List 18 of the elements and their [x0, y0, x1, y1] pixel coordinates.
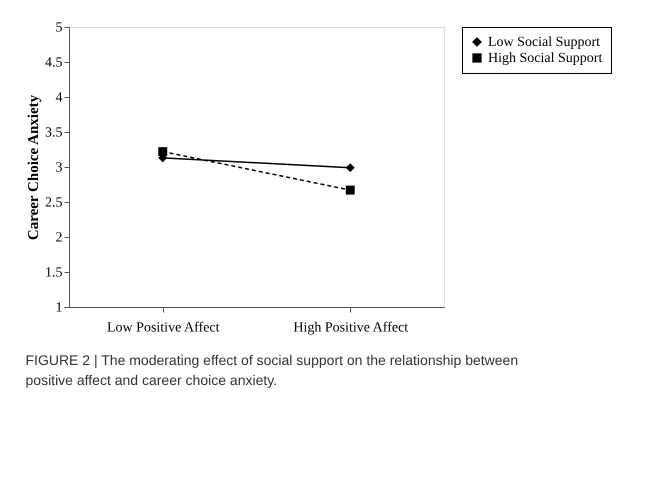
y-tick-label: 2: [56, 230, 62, 246]
legend-label: High Social Support: [488, 51, 602, 66]
x-tick-label: High Positive Affect: [293, 320, 408, 336]
y-tick-label: 5: [56, 20, 62, 36]
y-tick-label: 3: [56, 160, 62, 176]
point: [158, 147, 168, 156]
point: [346, 163, 355, 172]
legend-label: Low Social Support: [488, 35, 600, 50]
y-tick-label: 1: [56, 300, 62, 316]
y-tick-label: 2.5: [45, 196, 62, 210]
x-tick-label: Low Positive Affect: [106, 320, 220, 336]
y-tick-label: 4.5: [45, 56, 62, 70]
point: [346, 186, 355, 195]
y-axis-title: Career Choice Anxiety: [26, 94, 42, 240]
y-tick-label: 1.5: [45, 266, 62, 280]
caption: FIGURE 2 | The moderating effect of social support on the relationship between positive affect and career choice anxiety.: [26, 352, 518, 388]
y-tick-label: 4: [56, 90, 62, 106]
y-tick-label: 3.5: [45, 126, 62, 140]
